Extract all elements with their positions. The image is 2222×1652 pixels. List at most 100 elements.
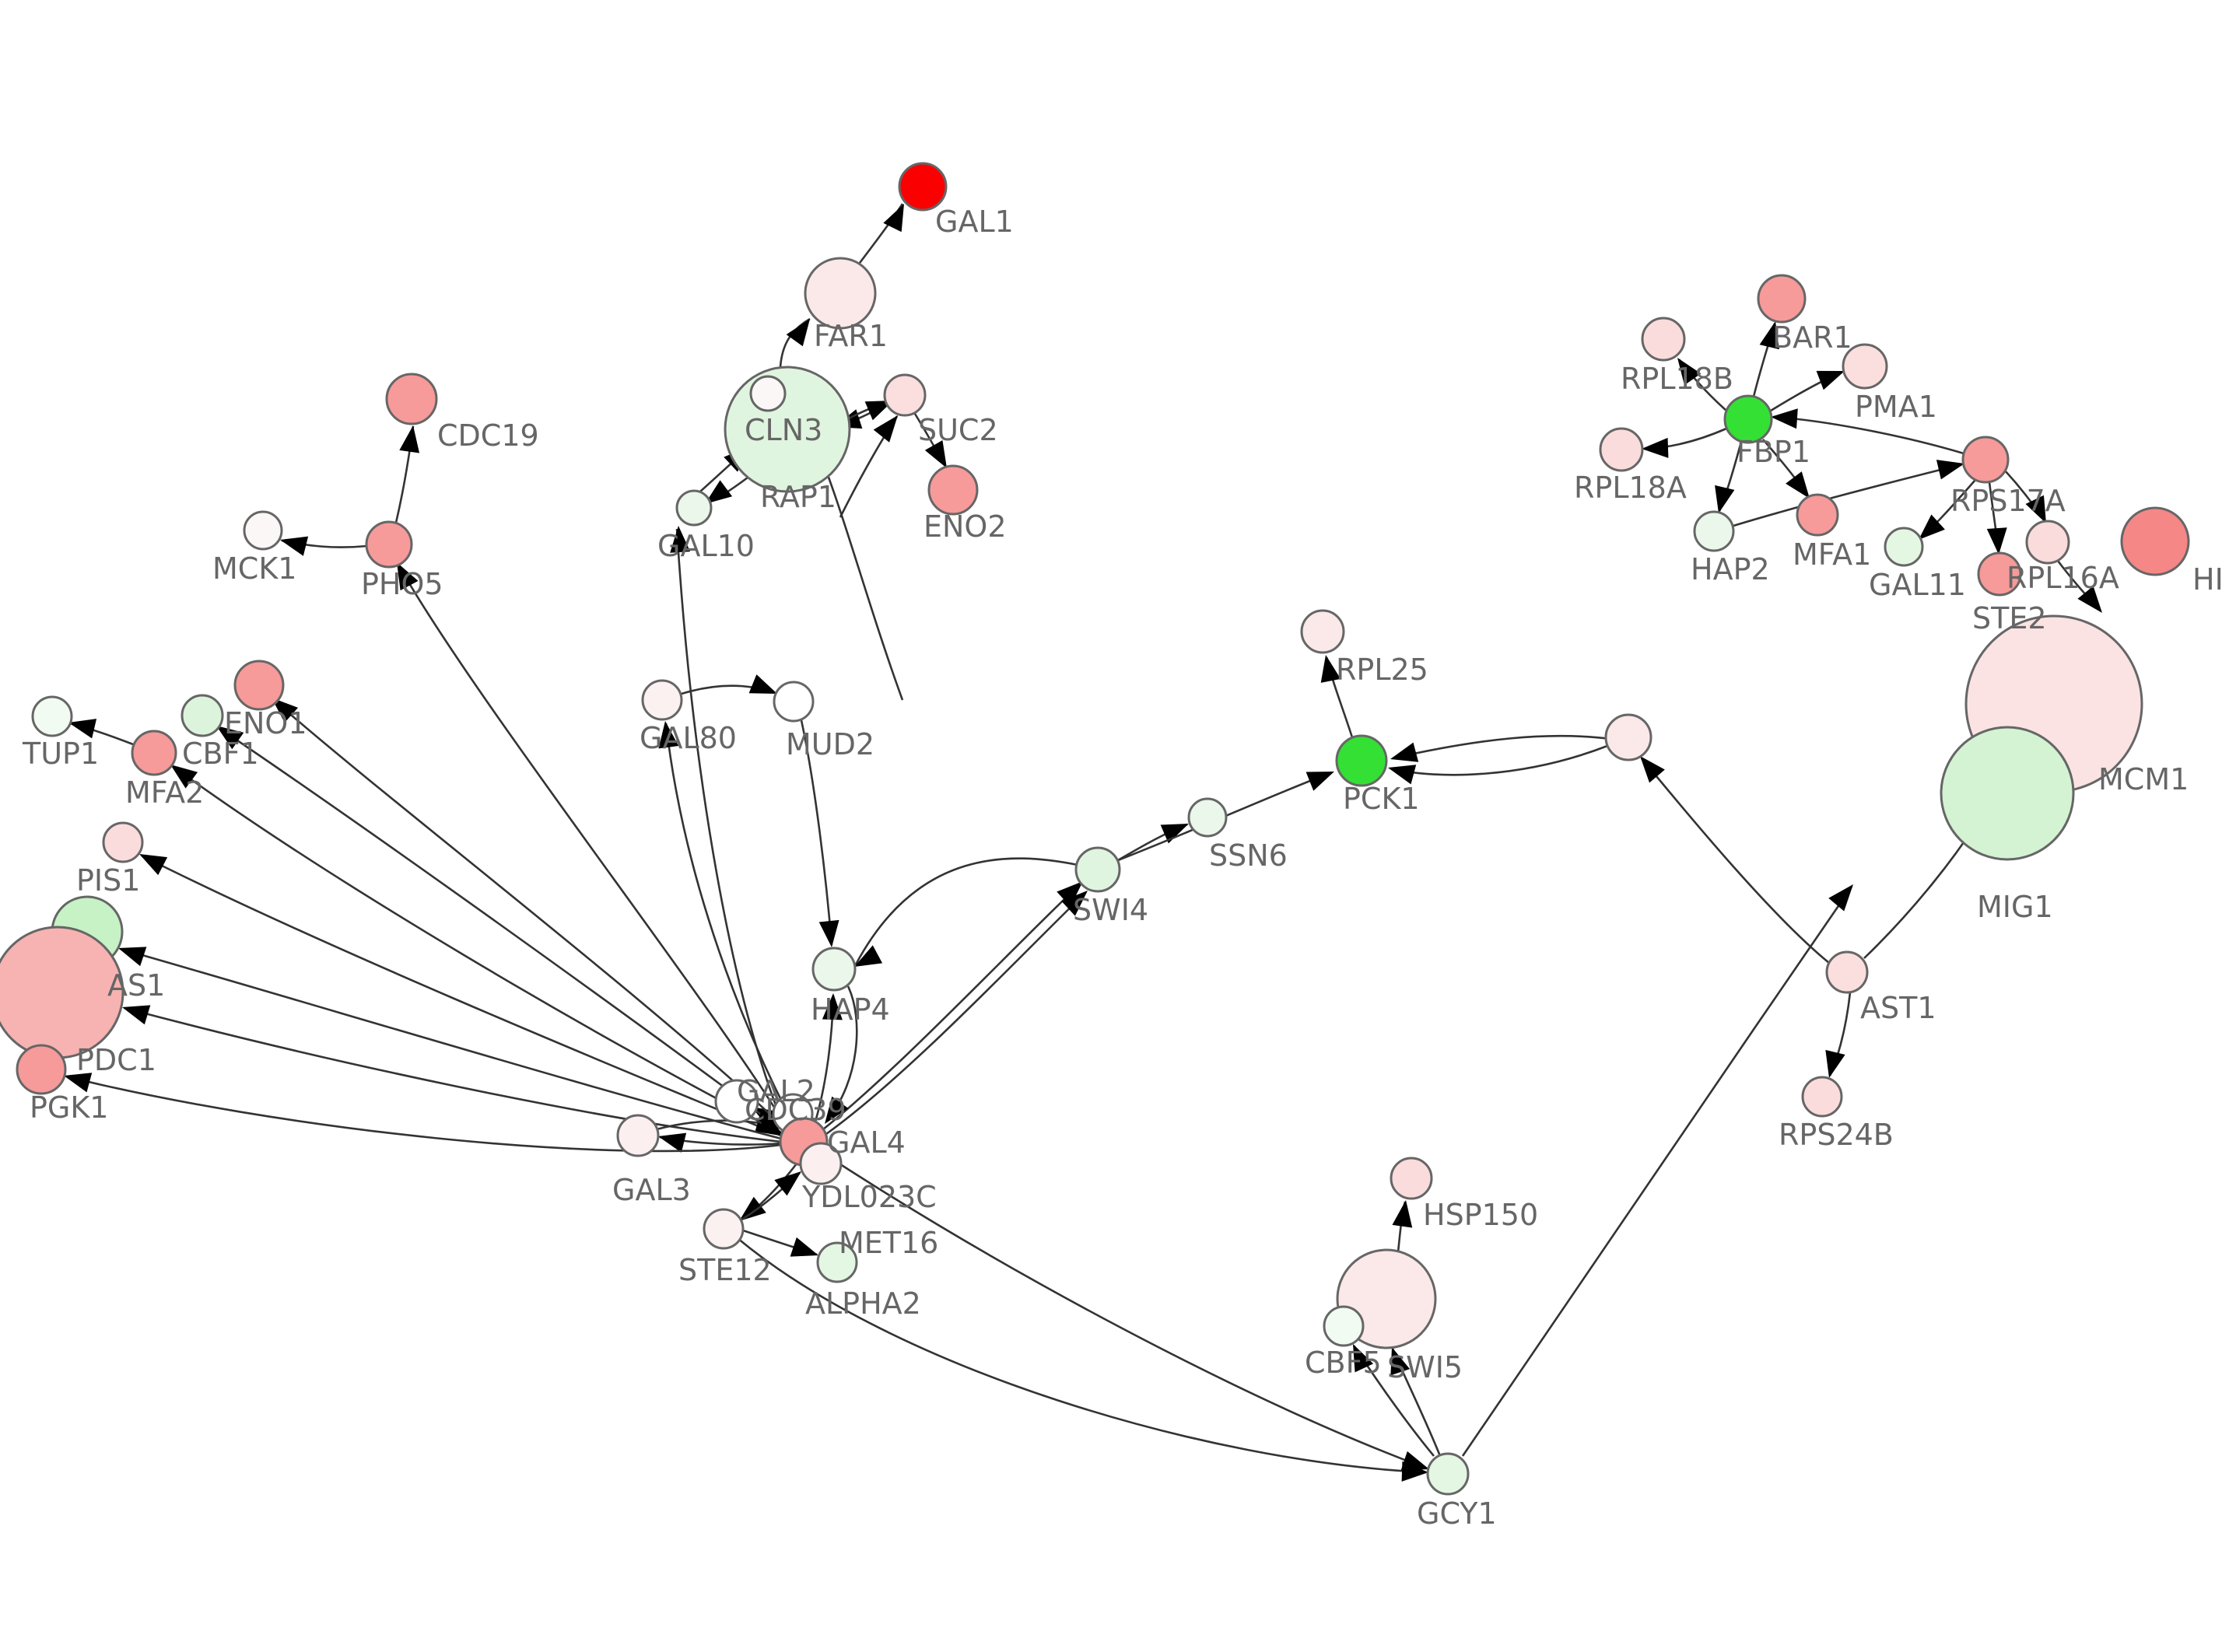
node-cbf1[interactable] [180,694,224,737]
node-rpl18b[interactable] [1641,317,1686,362]
node-pho5[interactable] [365,520,413,569]
node-label-eno2: ENO2 [923,509,1007,544]
node-gal3[interactable] [616,1114,660,1157]
node-label-mfa2: MFA2 [125,775,204,810]
node-ste2[interactable] [1977,551,2022,597]
node-pgk1[interactable] [16,1044,67,1095]
node-label-rap1: RAP1 [760,480,836,514]
node-gcy1[interactable] [1426,1452,1470,1496]
node-label-ste12: STE12 [678,1253,772,1287]
node-mfa1[interactable] [1796,493,1839,537]
node-ast1[interactable] [1825,950,1869,994]
edge-SWI5-to-HSP150 [1392,1200,1413,1253]
node-mud2[interactable] [773,681,815,723]
edge-FBP1-to-MFA1 [1762,439,1810,499]
node-pck1[interactable] [1335,734,1388,787]
arrow-head-icon [216,726,244,750]
node-label-mud2: MUD2 [786,727,874,761]
arrow-head-icon [1828,884,1853,912]
edge-GAL4-to-PHO5 [397,562,786,1124]
node-gal1[interactable] [898,162,948,212]
node-label-pdc1: PDC1 [76,1043,156,1077]
edge-GAL4-to-SWI4B [825,891,1088,1136]
edge-MUD2-to-HAP4 [800,719,839,947]
arrow-head-icon [1771,408,1798,429]
node-hap4[interactable] [811,947,857,992]
edge-RPS17A-to-RPL16A [2004,470,2046,523]
arrow-head-icon [2077,586,2102,613]
node-label-rpl18b: RPL18B [1621,362,1733,396]
node-label-gal80: GAL80 [640,721,737,755]
edge-GAL4-to-PIS1 [139,854,782,1137]
arrow-head-icon [272,698,299,723]
node-rps17a[interactable] [1961,436,2010,484]
node-gal10[interactable] [675,489,713,527]
node-ydl023c[interactable] [799,1142,843,1185]
node-cdc19[interactable] [385,373,438,425]
arrow-head-icon [924,440,947,468]
node-label-gal4: GAL4 [827,1125,906,1160]
node-cbf5[interactable] [1323,1305,1365,1347]
node-gal11[interactable] [1884,527,1924,567]
node-ste12[interactable] [703,1208,745,1250]
arrow-head-icon [170,765,198,789]
arrow-head-icon [280,536,309,556]
node-mck1[interactable] [243,510,283,551]
node-pma1[interactable] [1842,343,1888,390]
edge-path [1117,771,1333,862]
node-mfa2[interactable] [131,730,177,776]
edge-SWI4-to-SSN6 [1117,823,1189,862]
arrow-head-icon [1057,881,1083,907]
node-label-swi5: SWI5 [1387,1350,1463,1384]
node-ssn6[interactable] [1187,797,1228,838]
node-label-gal1: GAL1 [935,205,1014,239]
node-hap2[interactable] [1693,510,1735,552]
node-gal80[interactable] [641,679,683,721]
node-tup1[interactable] [31,695,73,737]
node-fbp1[interactable] [1723,394,1773,444]
node-label-suc2: SUC2 [918,413,998,447]
arrow-head-icon [1919,514,1945,540]
node-mig1[interactable] [1940,726,2075,861]
node-rpl25[interactable] [1300,609,1345,654]
node-label-pma1: PMA1 [1855,390,1937,424]
edge-path [65,1075,782,1153]
node-alpha2[interactable] [816,1241,858,1283]
node-suc2[interactable] [883,373,927,417]
edge-path [675,528,784,1124]
node-gal2[interactable] [714,1079,759,1124]
node-rpl18a[interactable] [1599,427,1644,472]
node-label-met16: MET16 [839,1226,938,1260]
edge-CLN3-to-RAP1x [823,466,904,701]
node-eno2[interactable] [927,464,979,516]
node-label-cbf1: CBF1 [182,737,259,771]
node-label-hap4: HAP4 [811,992,890,1027]
arrow-head-icon [786,319,810,347]
node-bar1[interactable] [1757,274,1807,324]
arrow-head-icon [1390,742,1419,762]
node-eno1[interactable] [233,660,285,711]
node-label-mcm1: MCM1 [2098,762,2189,796]
arrow-head-icon [748,674,777,694]
node-label-tup1: TUP1 [22,737,99,771]
node-swi4[interactable] [1074,846,1121,893]
node-label-mig1: MIG1 [1977,890,2053,924]
node-his4[interactable] [2120,506,2190,576]
node-rps24b[interactable] [1801,1076,1843,1118]
node-far1[interactable] [804,257,877,330]
edge-RPS17A-to-FBP1 [1771,408,1964,455]
node-rpl16a[interactable] [2025,520,2070,565]
node-label-bar1: BAR1 [1772,320,1852,355]
node-hsp150[interactable] [1390,1157,1433,1200]
arrow-head-icon [705,480,733,504]
edge-path [1390,744,1608,776]
edge-GAL4-to-MFA2 [170,765,782,1134]
arrow-head-icon [658,721,679,749]
node-rap1[interactable] [749,375,787,412]
node-pdc1[interactable] [0,926,124,1059]
node-pis1[interactable] [102,821,144,863]
node-label-gal10: GAL10 [657,529,755,563]
node-mig1_in[interactable] [1604,713,1652,761]
arrow-head-icon [756,1114,784,1136]
